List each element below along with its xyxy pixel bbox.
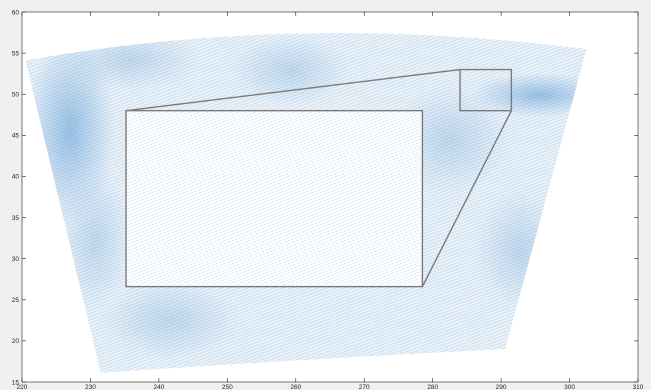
zoom-connector-2 [421, 110, 513, 287]
zoom-region-box [459, 68, 513, 112]
y-tick-label: 30 [12, 256, 20, 263]
y-tick-label: 40 [12, 174, 20, 181]
zoom-connector-lines [125, 68, 513, 287]
x-tick-label: 220 [17, 384, 28, 390]
x-tick-label: 300 [564, 384, 575, 390]
y-axis: 15 20 25 30 35 40 45 50 55 60 [12, 9, 638, 386]
y-tick-label: 15 [12, 379, 20, 386]
x-tick-label: 250 [222, 384, 233, 390]
x-tick-label: 270 [359, 384, 370, 390]
x-tick-label: 290 [496, 384, 507, 390]
y-tick-label: 35 [12, 215, 20, 222]
y-tick-label: 25 [12, 297, 20, 304]
x-axis: 220 230 240 250 260 270 280 290 300 310 [17, 12, 644, 390]
x-tick-label: 280 [427, 384, 438, 390]
x-tick-label: 260 [290, 384, 301, 390]
inset-vector-field [127, 111, 422, 286]
x-tick-label: 310 [633, 384, 644, 390]
x-tick-label: 230 [85, 384, 96, 390]
x-tick-label: 240 [153, 384, 164, 390]
y-tick-label: 60 [12, 9, 20, 16]
y-tick-label: 55 [12, 50, 20, 57]
y-tick-label: 20 [12, 338, 20, 345]
y-tick-label: 45 [12, 133, 20, 140]
y-tick-label: 50 [12, 92, 20, 99]
zoom-connector-1 [125, 68, 461, 112]
